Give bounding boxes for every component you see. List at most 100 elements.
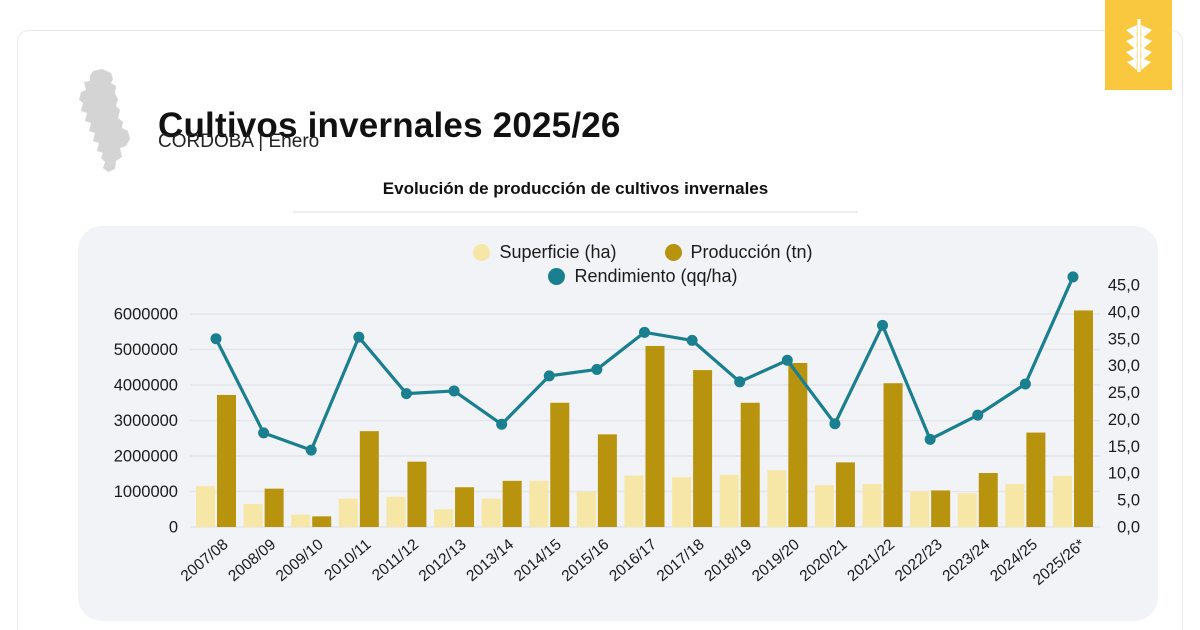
x-axis-label: 2016/17 xyxy=(606,536,660,585)
right-axis-tick: 40,0 xyxy=(1108,303,1140,321)
bar-superficie xyxy=(529,480,549,527)
rendimiento-point xyxy=(877,319,889,331)
bar-superficie xyxy=(624,475,644,527)
chart-legend: Superficie (ha) Producción (tn) Rendimie… xyxy=(178,242,1108,287)
right-axis-tick: 35,0 xyxy=(1108,330,1140,348)
bar-superficie xyxy=(814,485,834,527)
rendimiento-point xyxy=(353,331,365,343)
x-axis-label: 2015/16 xyxy=(559,536,613,585)
bar-superficie xyxy=(434,509,454,527)
bar-superficie xyxy=(672,477,692,527)
bar-superficie xyxy=(576,491,596,527)
bar-produccion xyxy=(978,473,998,527)
chart-panel: Superficie (ha) Producción (tn) Rendimie… xyxy=(78,226,1158,621)
right-axis-tick: 45,0 xyxy=(1108,277,1140,295)
left-axis-tick: 1000000 xyxy=(114,483,178,501)
bar-produccion xyxy=(217,394,236,527)
rendimiento-point xyxy=(210,333,222,345)
legend-row-1: Superficie (ha) Producción (tn) xyxy=(473,242,813,263)
bar-superficie xyxy=(767,470,787,527)
rendimiento-point xyxy=(972,409,984,421)
bar-produccion xyxy=(550,402,570,527)
rendimiento-point xyxy=(829,418,841,430)
rendimiento-point xyxy=(448,385,460,397)
x-axis-label: 2025/26* xyxy=(1030,536,1088,589)
legend-label-produccion: Producción (tn) xyxy=(690,242,813,262)
bar-superficie xyxy=(1005,484,1025,527)
x-axis-label: 2009/10 xyxy=(273,536,327,585)
bar-superficie xyxy=(957,493,977,527)
bar-produccion xyxy=(693,370,713,527)
bar-produccion xyxy=(1026,432,1046,527)
chart-title: Evolución de producción de cultivos inve… xyxy=(382,179,769,198)
rendimiento-point xyxy=(305,444,317,456)
left-axis-tick: 6000000 xyxy=(114,306,178,324)
legend-dot-superficie xyxy=(473,244,491,261)
right-axis-tick: 20,0 xyxy=(1108,411,1140,429)
bar-produccion xyxy=(407,461,427,527)
rendimiento-point xyxy=(686,334,698,346)
bar-superficie xyxy=(338,498,358,527)
x-axis-label: 2020/21 xyxy=(797,536,851,585)
bar-superficie xyxy=(481,498,501,527)
right-axis-tick: 10,0 xyxy=(1108,465,1140,483)
left-axis-tick: 0 xyxy=(169,519,178,537)
legend-item-rendimiento: Rendimiento (qq/ha) xyxy=(548,266,738,287)
rendimiento-point xyxy=(496,418,508,430)
bar-produccion xyxy=(883,383,903,527)
cordoba-map-icon xyxy=(79,69,130,172)
wheat-icon xyxy=(1125,19,1152,72)
rendimiento-point xyxy=(258,427,270,439)
right-axis-tick: 5,0 xyxy=(1117,492,1140,510)
bar-produccion xyxy=(312,516,332,527)
report-card: Cultivos invernales 2025/26 CÓRDOBA | En… xyxy=(17,30,1183,630)
bar-produccion xyxy=(1073,310,1093,527)
left-axis-tick: 3000000 xyxy=(114,412,178,430)
legend-item-produccion: Producción (tn) xyxy=(664,242,813,263)
rendimiento-point xyxy=(591,363,603,375)
rendimiento-point xyxy=(400,388,412,400)
x-axis-label: 2007/08 xyxy=(178,536,232,585)
bar-superficie xyxy=(1052,475,1072,527)
x-axis-label: 2011/12 xyxy=(369,536,422,584)
right-axis-tick: 0,0 xyxy=(1117,519,1140,537)
bar-produccion xyxy=(597,434,617,527)
x-axis-label: 2018/19 xyxy=(701,536,755,585)
x-axis-label: 2022/23 xyxy=(892,536,946,585)
combo-chart: 0 1000000 2000000 3000000 4000000 5000000 6000… xyxy=(114,271,1140,589)
x-axis-label: 2021/22 xyxy=(844,536,898,585)
legend-label-superficie: Superficie (ha) xyxy=(499,242,617,262)
rendimiento-point xyxy=(781,354,793,366)
wheat-badge xyxy=(1105,0,1172,90)
bar-produccion xyxy=(502,480,522,527)
x-axis-label: 2014/15 xyxy=(511,536,565,585)
legend-label-rendimiento: Rendimiento (qq/ha) xyxy=(574,266,738,286)
bar-superficie xyxy=(196,486,215,527)
legend-row-2: Rendimiento (qq/ha) xyxy=(548,266,738,287)
legend-item-superficie: Superficie (ha) xyxy=(473,242,617,263)
left-axis-tick: 2000000 xyxy=(114,448,178,466)
right-axis-tick: 25,0 xyxy=(1108,384,1140,402)
bar-superficie xyxy=(910,491,930,527)
page-subtitle: CÓRDOBA | Enero xyxy=(158,131,320,152)
title-underline xyxy=(293,211,858,213)
left-axis-tick: 5000000 xyxy=(114,341,178,359)
x-axis-label: 2023/24 xyxy=(939,536,993,585)
x-axis-label: 2012/13 xyxy=(416,536,470,585)
bar-produccion xyxy=(264,488,284,527)
bar-produccion xyxy=(645,345,665,527)
x-axis-label: 2010/11 xyxy=(321,536,374,584)
page-title: Cultivos invernales 2025/26 xyxy=(158,106,621,146)
legend-dot-produccion xyxy=(664,244,682,261)
rendimiento-point xyxy=(734,376,746,388)
bar-superficie xyxy=(386,496,406,527)
bar-produccion xyxy=(835,462,855,527)
bar-superficie xyxy=(291,514,311,527)
x-axis-label: 2017/18 xyxy=(654,536,708,585)
bar-superficie xyxy=(719,474,739,527)
rendimiento-point xyxy=(924,433,936,445)
right-axis-tick: 30,0 xyxy=(1108,357,1140,375)
rendimiento-point xyxy=(543,370,555,382)
rendimiento-point xyxy=(1067,271,1079,283)
